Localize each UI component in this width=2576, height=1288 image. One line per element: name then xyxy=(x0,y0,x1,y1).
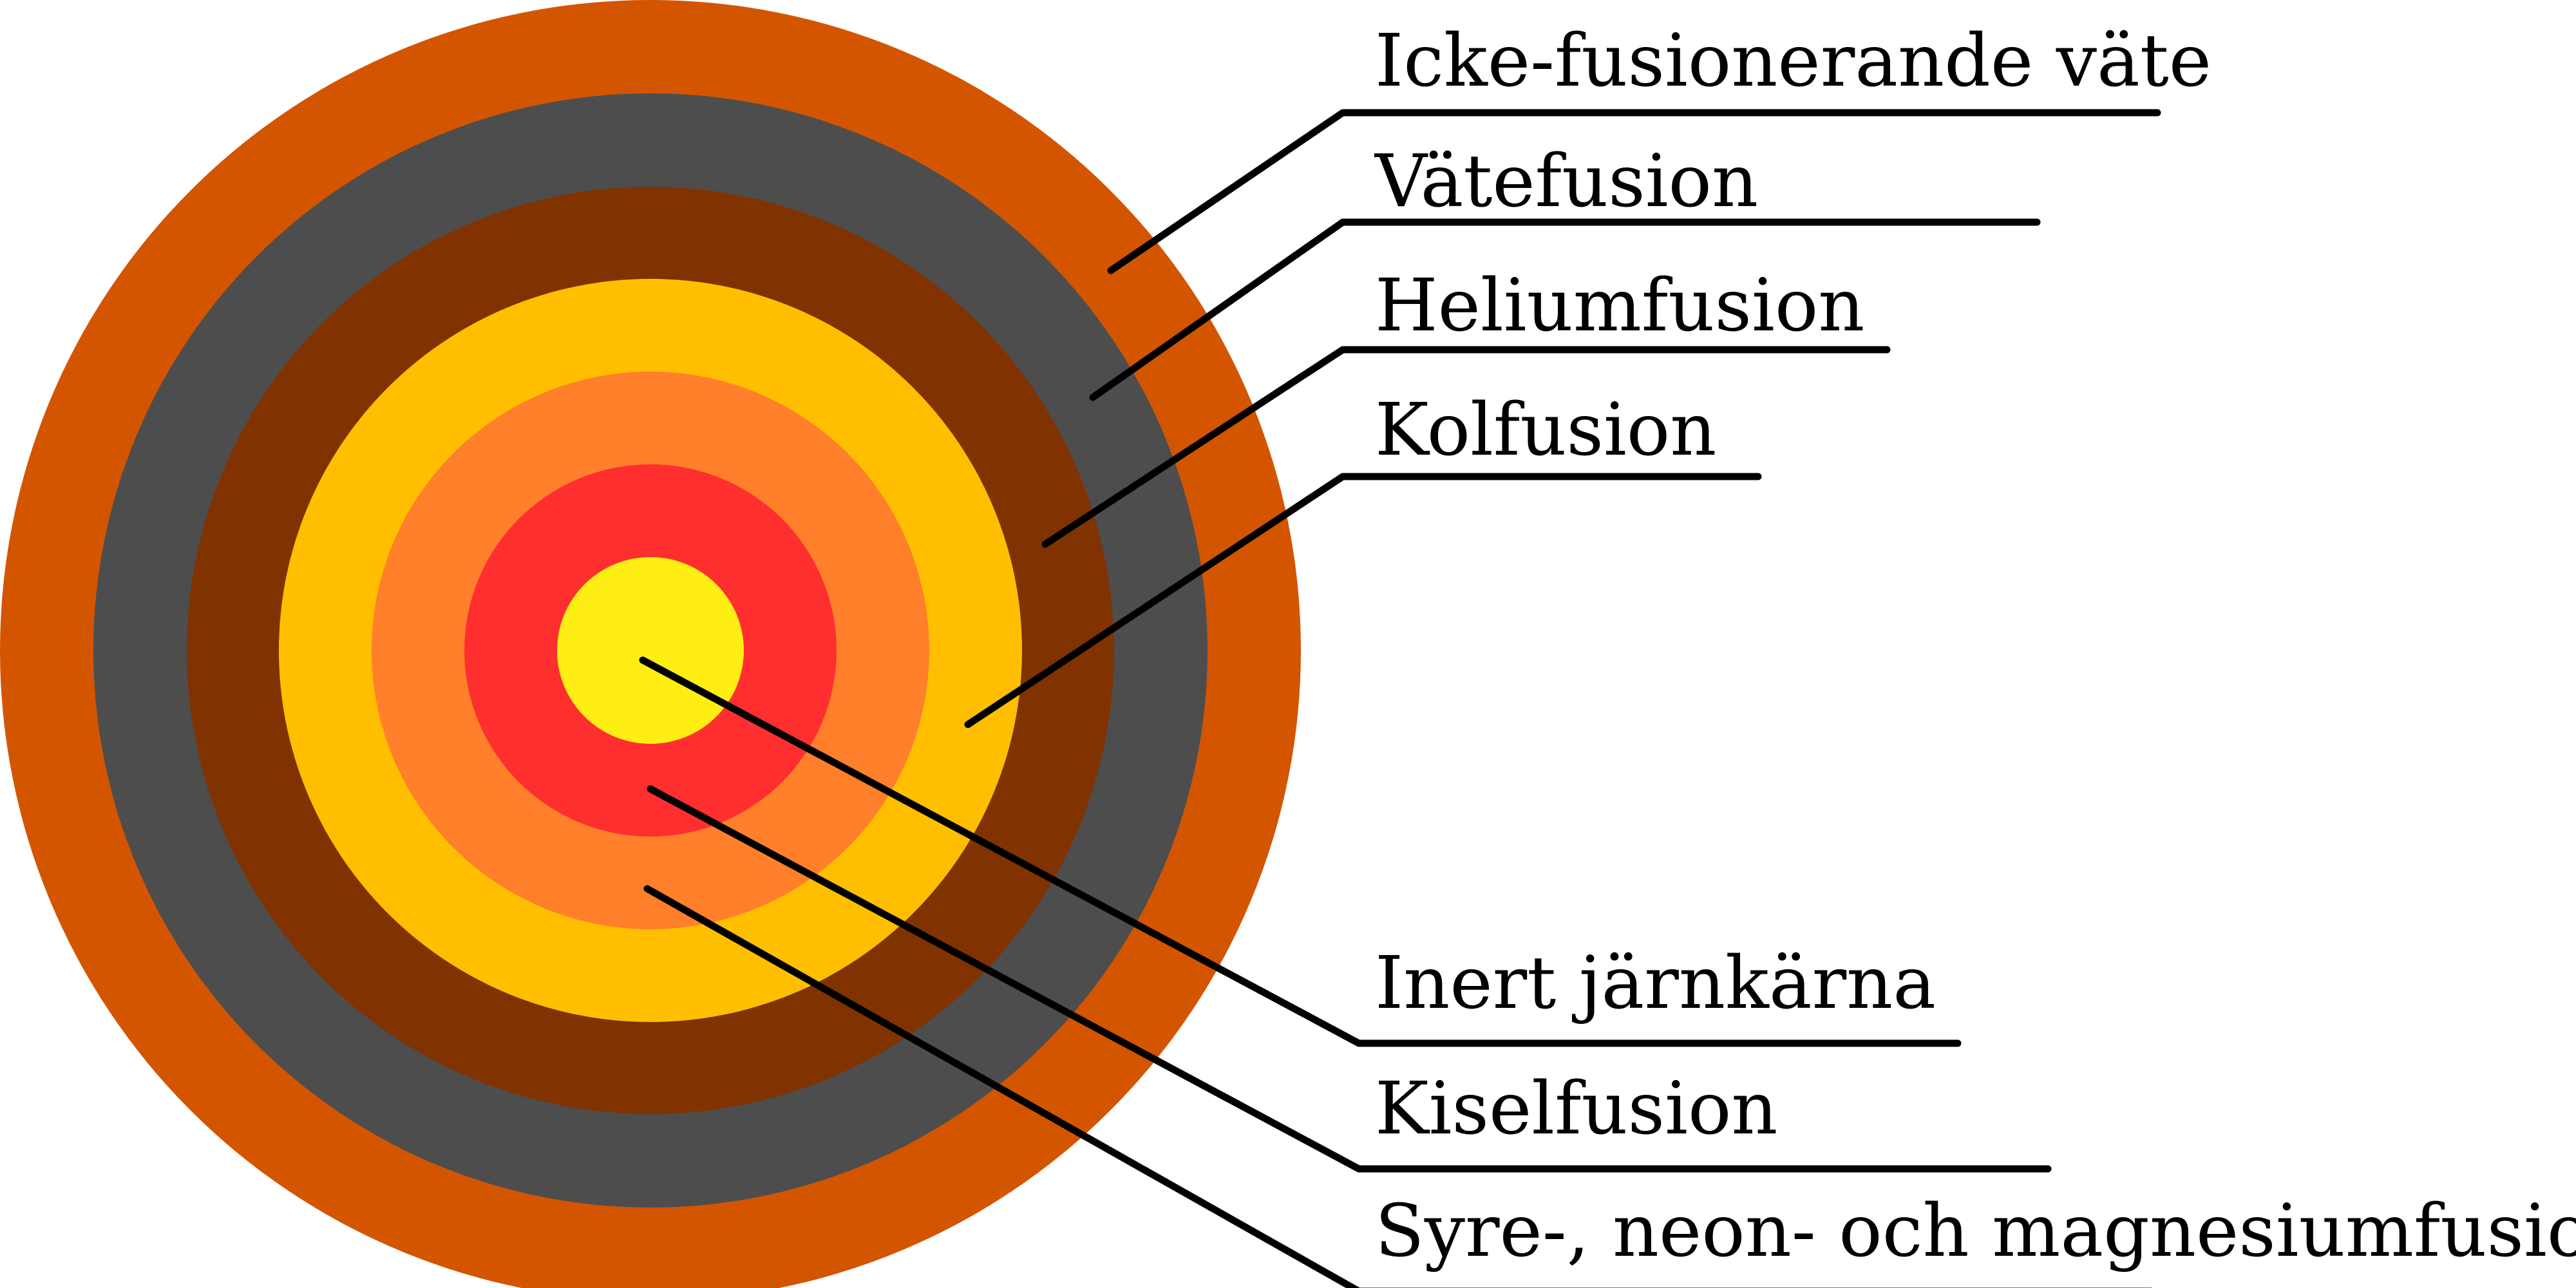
label-non-fusing-hydrogen: Icke-fusionerande väte xyxy=(1375,19,2211,103)
layer-inert-iron-core xyxy=(557,557,744,744)
concentric-layers xyxy=(0,0,1301,1288)
leader-line-non-fusing-hydrogen xyxy=(1107,109,2161,274)
label-oxygen-neon-magnesium-fusion: Syre-, neon- och magnesiumfusion xyxy=(1375,1189,2576,1273)
label-helium-fusion: Heliumfusion xyxy=(1375,264,1864,348)
leader-lines xyxy=(639,109,2161,1288)
leader-line-carbon-fusion xyxy=(964,473,1762,728)
leader-line-helium-fusion xyxy=(1041,346,1891,548)
label-carbon-fusion: Kolfusion xyxy=(1375,388,1716,472)
leader-line-silicon-fusion xyxy=(647,785,2052,1173)
leader-line-hydrogen-fusion xyxy=(1089,218,2041,401)
leader-line-oxygen-neon-magnesium-fusion xyxy=(643,885,2153,1288)
label-hydrogen-fusion: Vätefusion xyxy=(1374,140,1758,223)
label-silicon-fusion: Kiselfusion xyxy=(1375,1067,1778,1151)
leader-line-inert-iron-core xyxy=(639,656,1962,1047)
label-inert-iron-core: Inert järnkärna xyxy=(1375,942,1936,1025)
layer-labels: Icke-fusionerande väte Vätefusion Helium… xyxy=(1374,19,2576,1273)
